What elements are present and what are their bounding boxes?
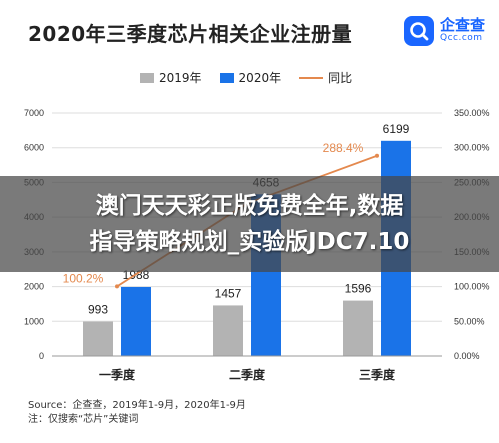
legend-line-yoy — [299, 76, 324, 79]
yoy-point — [115, 284, 119, 289]
y-tick-label: 6000 — [24, 143, 44, 153]
legend-swatch-2020 — [219, 72, 234, 83]
y2-tick-label: 300.00% — [454, 143, 490, 153]
legend-swatch-2019 — [140, 72, 154, 83]
category-label: 二季度 — [229, 367, 266, 382]
y-tick-label: 1000 — [24, 316, 44, 326]
category-label: 一季度 — [99, 367, 136, 382]
bar-2019 — [213, 305, 243, 356]
legend-label-2020: 2020年 — [238, 71, 282, 85]
qcc-logo-icon — [403, 16, 434, 46]
category-label: 三季度 — [359, 367, 396, 382]
brand-name: 企查查 — [439, 16, 485, 35]
overlay-banner: 澳门天天彩正版免费全年,数据 指导策略规划_实验版JDC7.10 — [0, 176, 499, 272]
bar-2019 — [83, 321, 113, 356]
yoy-point — [375, 153, 379, 158]
bar-value-label: 6199 — [383, 122, 410, 136]
chart-title: 2020年三季度芯片相关企业注册量 — [28, 22, 353, 46]
chart-source: Source：企查查，2019年1-9月，2020年1-9月 注：仅搜索“芯片”… — [28, 399, 246, 427]
y2-tick-label: 100.00% — [454, 282, 490, 292]
brand-logo: 企查查 Qcc.com — [403, 14, 485, 48]
note-text: 注：仅搜索“芯片”关键词 — [28, 414, 139, 425]
bar-2019 — [343, 300, 373, 356]
bar-value-label: 1457 — [215, 286, 242, 300]
brand-domain: Qcc.com — [439, 33, 483, 44]
legend-item-2019: 2019年 — [140, 69, 202, 86]
chart-legend: 2019年 2020年 同比 — [140, 69, 352, 86]
y2-tick-label: 350.00% — [454, 108, 490, 118]
legend-label-2019: 2019年 — [159, 71, 202, 85]
yoy-value-label: 100.2% — [63, 271, 104, 285]
y-tick-label: 0 — [39, 351, 44, 361]
y2-tick-label: 50.00% — [454, 316, 485, 326]
overlay-line-1: 澳门天天彩正版免费全年,数据 — [95, 193, 404, 219]
y2-tick-label: 0.00% — [454, 351, 480, 361]
source-text: Source：企查查，2019年1-9月，2020年1-9月 — [28, 400, 246, 411]
legend-label-yoy: 同比 — [328, 71, 353, 85]
bar-2020 — [121, 286, 151, 356]
yoy-value-label: 288.4% — [323, 141, 364, 155]
bar-value-label: 993 — [88, 303, 108, 317]
legend-item-2020: 2020年 — [219, 69, 282, 86]
bar-value-label: 1596 — [345, 282, 372, 296]
legend-item-yoy: 同比 — [299, 69, 352, 86]
y-tick-label: 7000 — [24, 108, 44, 118]
overlay-line-2: 指导策略规划_实验版JDC7.10 — [89, 229, 410, 255]
y-tick-label: 2000 — [24, 282, 44, 292]
